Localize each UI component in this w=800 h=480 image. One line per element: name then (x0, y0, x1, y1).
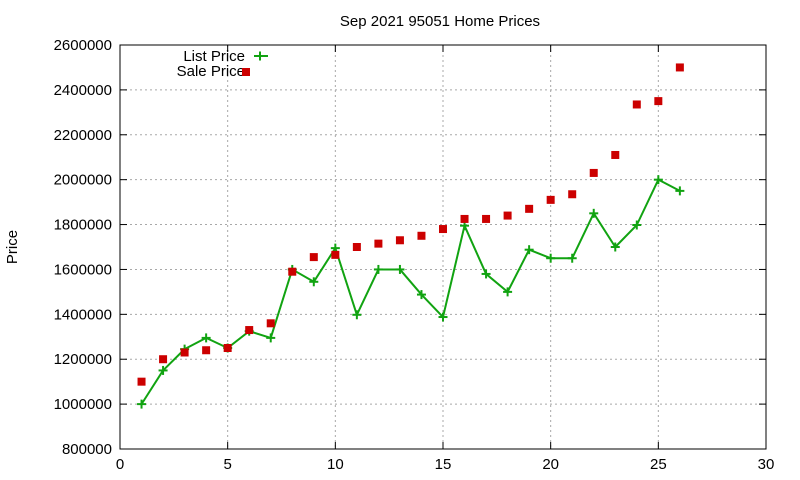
sale-price-point (503, 211, 512, 220)
x-tick-label: 30 (758, 456, 775, 473)
list-price-point (567, 253, 577, 263)
sale-price-point (331, 250, 340, 259)
list-price-point (395, 264, 405, 274)
sale-price-point (482, 214, 491, 223)
sale-price-point (417, 231, 426, 240)
sale-price-point (288, 267, 297, 276)
x-tick-label: 20 (542, 456, 559, 473)
list-price-point (610, 242, 620, 252)
list-price-point (632, 220, 642, 230)
list-price-point (352, 310, 362, 320)
sale-price-point (439, 225, 447, 234)
x-tick-label: 15 (435, 456, 452, 473)
y-tick-label: 1400000 (54, 306, 112, 323)
list-price-point (481, 269, 491, 279)
axis-layer: 0 5 10 15 20 25 30 800000 1000000 1200000 1400000 1… (54, 37, 775, 473)
sale-price-point (675, 63, 684, 72)
list-price-point (546, 253, 556, 263)
list-price-point (373, 264, 383, 274)
x-tick-label: 0 (116, 456, 124, 473)
y-tick-label: 2000000 (54, 172, 112, 189)
sale-price-point (202, 346, 211, 355)
list-price-point (524, 245, 534, 255)
plot-frame (119, 44, 767, 450)
x-tick-label: 5 (223, 456, 231, 473)
sale-price-point (632, 100, 641, 109)
sale-price-point (546, 195, 555, 204)
sale-price-point (137, 377, 146, 386)
list-price-point (309, 277, 319, 287)
sale-price-point (180, 348, 189, 357)
legend-sale-price-marker (242, 68, 250, 76)
sale-price-point (568, 190, 577, 199)
list-price-point (201, 333, 211, 343)
legend-sale-price-label: Sale Price (177, 63, 245, 80)
list-price-point (438, 312, 448, 322)
series-layer (137, 63, 685, 409)
list-price-point (503, 287, 513, 297)
list-price-point (653, 175, 663, 185)
sale-price-point (589, 168, 598, 177)
sale-price-point (654, 97, 663, 106)
sale-price-point (374, 239, 383, 248)
y-tick-label: 1600000 (54, 261, 112, 278)
sale-price-point (460, 214, 469, 223)
x-tick-label: 10 (327, 456, 344, 473)
y-tick-label: 2400000 (54, 82, 112, 99)
sale-price-point (159, 355, 168, 364)
legend-list-price-label: List Price (183, 48, 245, 65)
y-tick-label: 1200000 (54, 351, 112, 368)
sale-price-point (352, 243, 361, 251)
sale-price-point (245, 326, 254, 335)
sale-price-point (395, 236, 404, 245)
y-tick-label: 2600000 (54, 37, 112, 54)
list-price-point (137, 399, 147, 409)
sale-price-point (525, 204, 534, 213)
sale-price-point (223, 344, 232, 352)
list-price-point (416, 290, 426, 300)
y-tick-label: 1800000 (54, 217, 112, 234)
sale-price-point (611, 150, 620, 159)
list-price-point (266, 333, 276, 343)
y-axis-label: Price (4, 230, 21, 264)
list-price-point (589, 208, 599, 218)
x-tick-label: 25 (650, 456, 667, 473)
grid-layer (120, 45, 766, 449)
list-price-point (158, 365, 168, 375)
chart-title: Sep 2021 95051 Home Prices (340, 13, 540, 30)
list-price-line (140, 178, 681, 405)
y-tick-label: 800000 (62, 441, 112, 458)
sale-price-point (266, 319, 275, 328)
y-tick-label: 2200000 (54, 127, 112, 144)
y-tick-label: 1000000 (54, 396, 112, 413)
sale-price-point (309, 253, 318, 262)
legend-list-price-marker (255, 51, 265, 61)
list-price-point (675, 186, 685, 196)
